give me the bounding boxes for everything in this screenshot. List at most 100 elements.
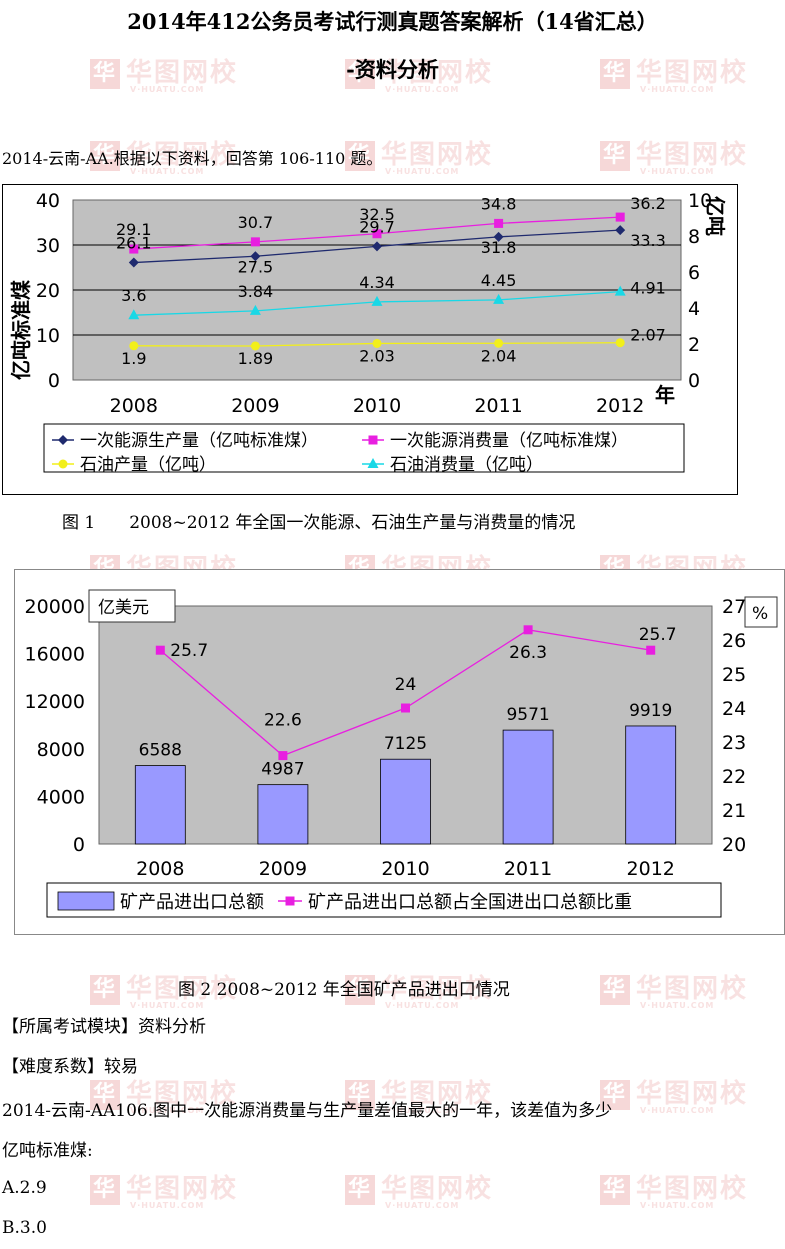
y-right-tick-label: 6 — [688, 262, 700, 284]
data-label: 29.1 — [116, 220, 152, 239]
x-tick-label: 2009 — [259, 858, 307, 880]
data-label: 2.07 — [630, 326, 666, 345]
bar — [134, 765, 186, 845]
y-right-tick-label: 26 — [722, 630, 746, 652]
ratio-point — [646, 645, 656, 655]
data-label: 30.7 — [238, 213, 274, 232]
question-line-1: 2014-云南-AA106.图中一次能源消费量与生产量差值最大的一年，该差值为多… — [2, 1101, 613, 1121]
legend-marker — [58, 459, 68, 469]
data-label: 3.84 — [238, 282, 274, 301]
x-tick-label: 2012 — [596, 395, 644, 417]
y-right-tick-label: 20 — [722, 834, 746, 856]
option-b: B.3.0 — [2, 1218, 47, 1238]
y-left-tick-label: 8000 — [37, 739, 85, 761]
page-subtitle: -资料分析 — [346, 57, 439, 82]
y-right-tick-label: 21 — [722, 800, 746, 822]
data-point — [615, 225, 626, 236]
x-tick-label: 2010 — [353, 395, 401, 417]
data-label: 3.6 — [121, 286, 146, 305]
data-label: 26.1 — [116, 234, 152, 253]
y-right-tick-label: 22 — [722, 766, 746, 788]
bar-value-label: 9571 — [506, 705, 549, 725]
difficulty-line: 【难度系数】较易 — [2, 1057, 138, 1077]
x-tick-label: 2008 — [110, 395, 158, 417]
x-tick-label: 2009 — [231, 395, 279, 417]
legend-label: 一次能源生产量（亿吨标准煤） — [80, 431, 318, 451]
data-label: 32.5 — [359, 205, 395, 224]
unit-right-label: % — [752, 604, 768, 624]
legend-marker — [367, 458, 379, 468]
data-point — [614, 285, 626, 296]
bar — [257, 784, 309, 845]
figure1-caption: 图 1 2008~2012 年全国一次能源、石油生产量与消费量的情况 — [62, 513, 576, 533]
data-point — [128, 257, 139, 268]
data-point — [494, 218, 504, 228]
intro-text: 2014-云南-AA.根据以下资料，回答第 106-110 题。 — [2, 149, 383, 168]
y-left-tick-label: 4000 — [37, 786, 85, 808]
ratio-point — [523, 625, 533, 635]
bar-value-label: 4987 — [261, 760, 304, 780]
ratio-value-label: 22.6 — [264, 711, 302, 731]
data-label: 36.2 — [630, 194, 666, 213]
bar-value-label: 6588 — [139, 741, 182, 761]
y-left-tick-label: 20000 — [25, 596, 85, 618]
legend: 矿产品进出口总额 矿产品进出口总额占全国进出口总额比重 — [46, 882, 722, 918]
data-point — [372, 229, 382, 239]
legend-marker — [285, 896, 295, 906]
question-line-2: 亿吨标准煤: — [2, 1141, 93, 1161]
ratio-value-label: 24 — [395, 675, 417, 695]
data-point — [494, 338, 504, 348]
y-right-tick-label: 27 — [722, 596, 746, 618]
legend-marker — [58, 435, 68, 445]
y-left-tick-label: 20 — [36, 280, 60, 302]
unit-box-left: 亿美元 — [88, 589, 176, 623]
legend-label: 石油消费量（亿吨） — [390, 455, 543, 475]
y-left-tick-label: 10 — [36, 325, 60, 347]
data-point — [493, 293, 505, 304]
data-point — [493, 231, 504, 242]
y-left-tick-label: 16000 — [25, 644, 85, 666]
data-label: 31.8 — [481, 238, 517, 257]
x-tick-label: 2008 — [136, 858, 184, 880]
ratio-point — [401, 703, 410, 713]
data-point — [129, 341, 139, 351]
y-right-tick-label: 8 — [688, 226, 700, 248]
y-left-tick-label: 0 — [73, 834, 85, 856]
data-point — [249, 304, 261, 315]
legend-label: 矿产品进出口总额占全国进出口总额比重 — [308, 892, 632, 913]
bar — [502, 729, 554, 845]
ratio-point — [155, 645, 165, 655]
legend-label: 一次能源消费量（亿吨标准煤） — [390, 431, 628, 451]
figure2-caption: 图 2 2008~2012 年全国矿产品进出口情况 — [178, 980, 510, 1000]
y-left-tick-label: 12000 — [25, 691, 85, 713]
page-title: 2014年412公务员考试行测真题答案解析（14省汇总） — [127, 9, 658, 34]
data-point — [371, 295, 383, 306]
data-label: 2.03 — [359, 346, 395, 365]
y-right-tick-label: 2 — [688, 334, 700, 356]
minerals-bar-chart: 0 4000 8000 12000 16000 20000 20 21 22 23 24 25 26 27… — [14, 569, 785, 935]
y-left-tick-label: 0 — [48, 370, 60, 392]
legend: 一次能源生产量（亿吨标准煤） 一次能源消费量（亿吨标准煤） 石油产量（亿吨） 石油消费… — [43, 423, 685, 475]
module-line: 【所属考试模块】资料分析 — [2, 1017, 206, 1037]
data-label: 4.91 — [630, 279, 666, 298]
y-right-tick-label: 10 — [688, 190, 712, 212]
data-point — [372, 338, 382, 348]
ratio-value-label: 25.7 — [639, 625, 677, 645]
data-label: 4.34 — [359, 273, 395, 292]
data-point — [250, 237, 260, 247]
x-tick-label: 2011 — [504, 858, 552, 880]
data-point — [250, 341, 260, 351]
y-right-tick-label: 25 — [722, 664, 746, 686]
data-point — [129, 244, 139, 254]
bar — [380, 758, 431, 845]
energy-line-chart: 0 10 20 30 40 0 2 4 6 8 10 2008 2009 2010 2011 2012 26.… — [2, 184, 738, 495]
data-label: 1.9 — [121, 349, 146, 368]
unit-left-label: 亿美元 — [98, 598, 149, 618]
bar-value-label: 7125 — [384, 734, 427, 754]
data-label: 2.04 — [481, 346, 517, 365]
